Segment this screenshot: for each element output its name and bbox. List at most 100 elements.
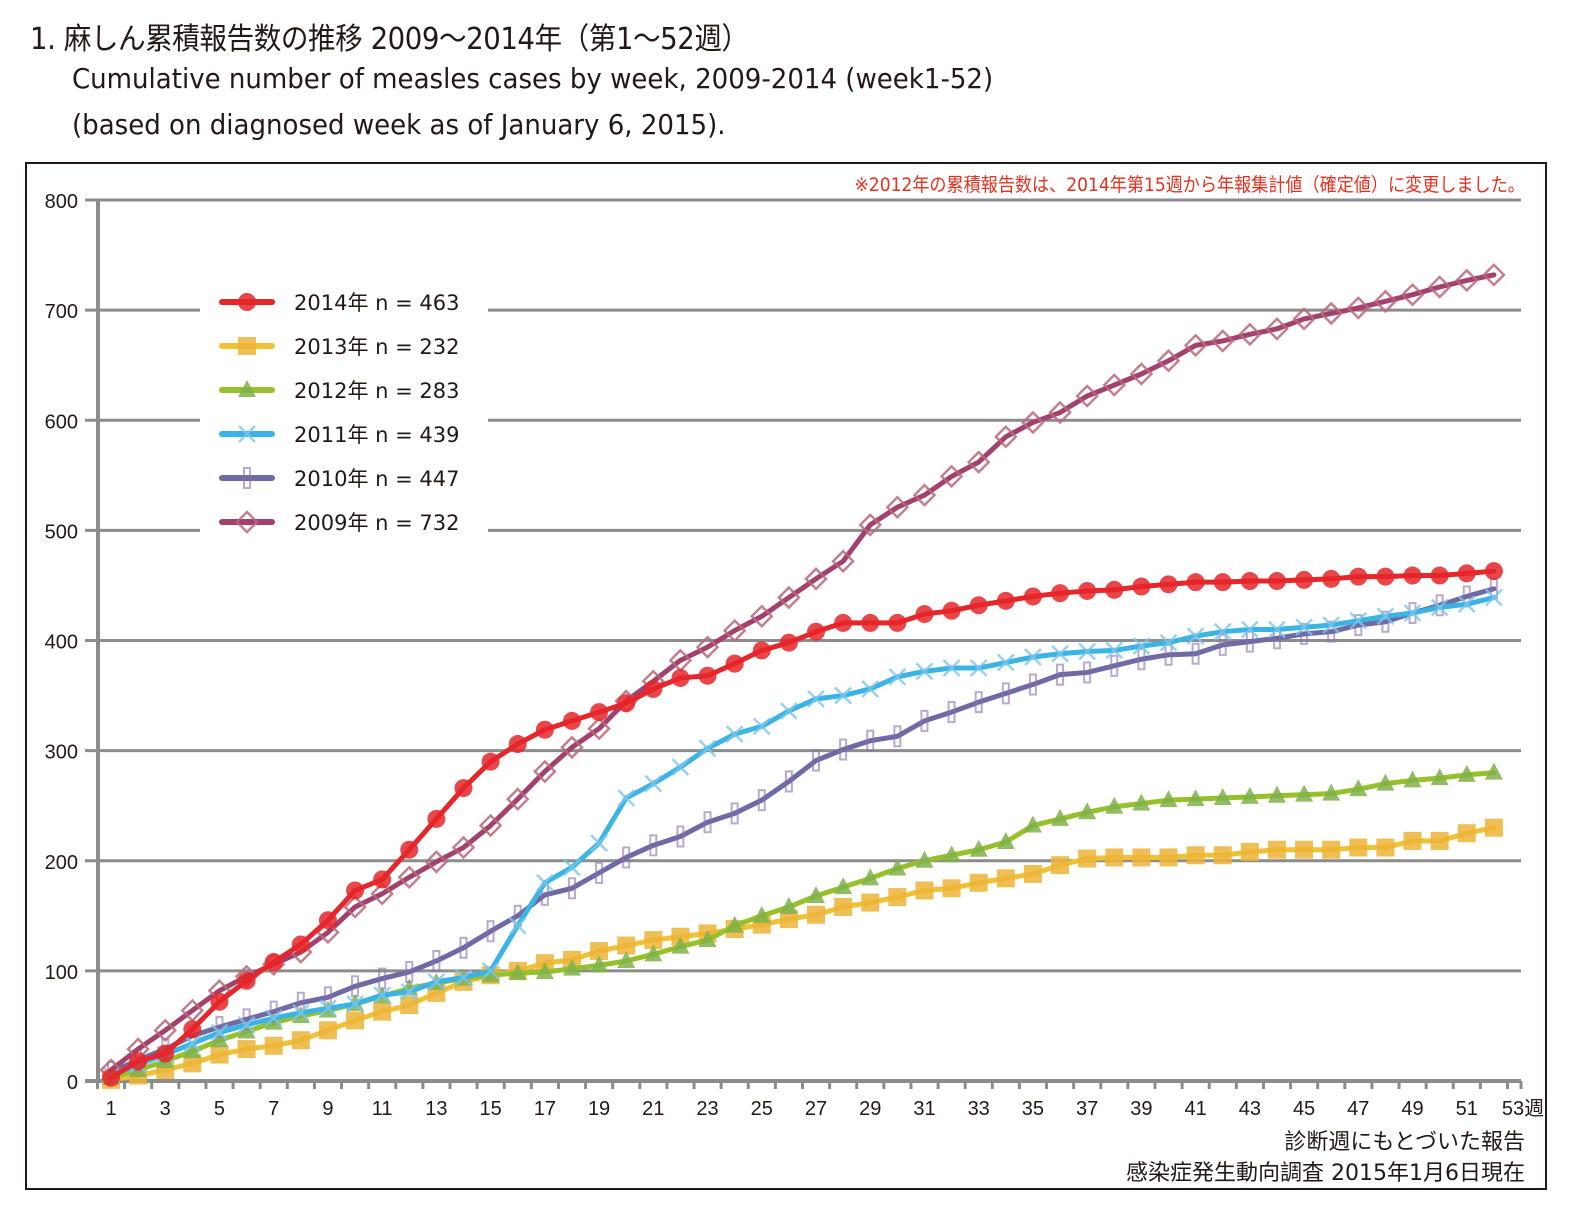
marker-triangle [834,877,853,895]
marker-x [888,667,907,686]
legend-item: 2009年 n = 732 [219,510,459,535]
x-tick-label: 29 [859,1098,881,1120]
marker-x [237,1015,256,1034]
marker-x [752,717,771,736]
marker-triangle [888,858,907,876]
marker-diamond [1156,349,1181,373]
marker-bar [242,1008,251,1031]
series-2013 [102,818,1503,1089]
marker-triangle [183,1041,202,1059]
marker-circle [237,971,256,990]
x-tick-label: 41 [1184,1098,1206,1120]
marker-triangle [915,850,934,868]
marker-bar [595,861,604,884]
marker-bar [812,749,820,772]
marker-bar [269,1000,278,1023]
marker-x [1105,641,1124,660]
marker-x [1051,644,1069,663]
marker-bar [703,811,712,834]
legend-item: 2012年 n = 283 [219,379,459,403]
marker-square [888,888,907,907]
marker-square [807,905,825,924]
marker-triangle [1023,815,1042,833]
y-tick-label: 400 [45,632,78,654]
marker-circle [1457,564,1476,583]
marker-bar [405,960,414,983]
marker-diamond [722,618,747,643]
marker-square [1105,848,1124,867]
marker-bar [1191,642,1200,665]
marker-diamond [1346,296,1371,320]
marker-diamond [1129,362,1154,386]
marker-square [1213,846,1232,865]
marker-bar [893,725,902,748]
marker-triangle [1295,784,1314,802]
legend-label: 2014年 n = 463 [294,291,459,315]
marker-square [1484,818,1503,837]
y-tick-label: 200 [45,852,78,874]
marker-bar [378,967,387,990]
series-line [108,595,1497,1078]
x-tick-label: 25 [751,1098,773,1120]
x-tick-label: 21 [642,1098,664,1120]
marker-x [807,689,825,708]
marker-diamond [1183,333,1208,358]
marker-circle [346,881,365,900]
marker-square [1322,840,1341,859]
x-tick-label: 53週 [1502,1097,1544,1120]
marker-diamond [370,882,394,906]
marker-diamond [343,895,367,919]
marker-x [942,659,961,677]
marker-x [346,995,364,1013]
marker-triangle [210,1030,229,1048]
marker-diamond [1048,400,1072,425]
marker-x [400,982,419,1001]
marker-circle [807,622,825,641]
marker-diamond [587,716,611,741]
legend-label: 2011年 n = 439 [294,423,459,447]
marker-triangle [671,936,690,954]
marker-diamond [478,813,503,838]
marker-x [996,653,1015,672]
marker-circle [481,752,500,771]
marker-triangle [590,955,609,973]
marker-circle [238,293,256,311]
marker-bar [1001,682,1010,705]
marker-circle [779,633,798,652]
marker-circle [1023,587,1042,606]
marker-x [210,1023,229,1042]
marker-triangle [1186,789,1205,807]
marker-circle [752,641,771,660]
series-line [108,586,1497,1075]
marker-x [1078,642,1097,661]
marker-bar [676,825,685,848]
x-tick-label: 35 [1022,1098,1044,1120]
revision-note: ※2012年の累積報告数は、2014年第15週から年報集計値（確定値）に変更しま… [854,174,1525,196]
marker-bar [567,877,576,900]
y-tick-label: 700 [45,301,78,323]
marker-circle [644,679,663,698]
x-tick-label: 31 [913,1098,935,1120]
marker-triangle [1430,768,1449,786]
x-tick-label: 11 [372,1098,393,1120]
marker-square [617,936,636,955]
marker-circle [102,1068,120,1087]
marker-diamond [153,1018,177,1043]
legend-item: 2013年 n = 232 [219,335,459,359]
y-tick-label: 300 [45,742,78,764]
legend-label: 2012年 n = 283 [294,379,459,403]
marker-triangle [1213,787,1232,805]
marker-triangle [1159,790,1178,808]
marker-diamond [939,464,964,489]
marker-square [1430,831,1449,850]
marker-x [1159,633,1178,652]
marker-x [563,858,581,877]
marker-circle [915,605,934,624]
marker-bar [1300,622,1309,645]
marker-triangle [942,845,961,863]
marker-x [617,789,636,807]
marker-diamond [1400,282,1425,307]
marker-diamond [1265,317,1289,341]
marker-circle [1213,573,1232,592]
